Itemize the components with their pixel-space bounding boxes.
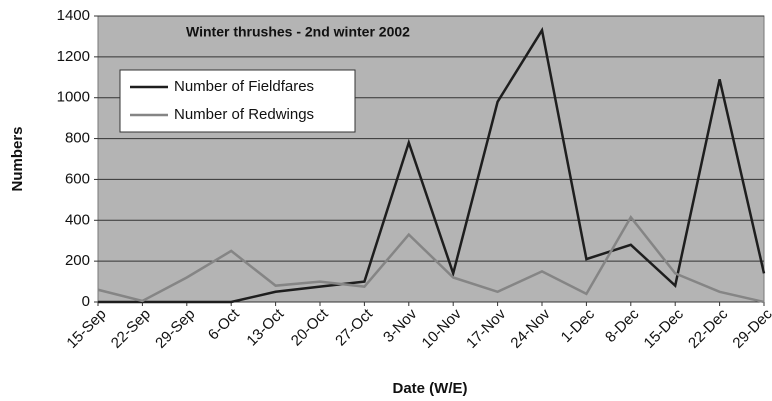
x-tick-label: 13-Oct	[243, 305, 287, 349]
series-line	[98, 26, 766, 304]
legend-label: Number of Fieldfares	[174, 78, 314, 95]
x-tick-label: 22-Dec	[685, 305, 732, 352]
x-tick-label: 29-Dec	[729, 305, 772, 352]
x-tick-label: 20-Oct	[288, 305, 332, 349]
y-tick-label: 1000	[57, 89, 90, 106]
legend-box	[119, 69, 356, 133]
x-tick-label: 8-Dec	[602, 305, 643, 346]
x-tick-label: 24-Nov	[507, 305, 554, 352]
y-tick-label: 600	[65, 170, 90, 187]
x-tick-label: 15-Sep	[63, 306, 109, 352]
series-line	[97, 215, 765, 304]
y-tick-label: 0	[82, 293, 90, 310]
y-tick-label: 1200	[57, 48, 90, 65]
x-tick-label: 17-Nov	[463, 305, 510, 352]
y-tick-label: 200	[65, 252, 90, 269]
legend-label: Number of Redwings	[174, 106, 314, 123]
y-tick-label: 800	[65, 130, 90, 147]
x-tick-label: 15-Dec	[641, 305, 688, 352]
x-tick-label: 10-Nov	[419, 305, 466, 352]
x-tick-label: 22-Sep	[108, 306, 154, 352]
x-tick-label: 3-Nov	[380, 305, 421, 346]
chart-title: Winter thrushes - 2nd winter 2002	[186, 24, 410, 40]
y-tick-label: 400	[65, 211, 90, 228]
y-axis-label: Numbers	[9, 126, 26, 191]
x-tick-label: 1-Dec	[558, 305, 599, 346]
x-tick-label: 6-Oct	[205, 305, 244, 344]
x-tick-label: 29-Sep	[152, 306, 198, 352]
x-axis-label: Date (W/E)	[393, 380, 468, 397]
x-tick-label: 27-Oct	[332, 305, 376, 349]
y-tick-label: 1400	[57, 7, 90, 24]
